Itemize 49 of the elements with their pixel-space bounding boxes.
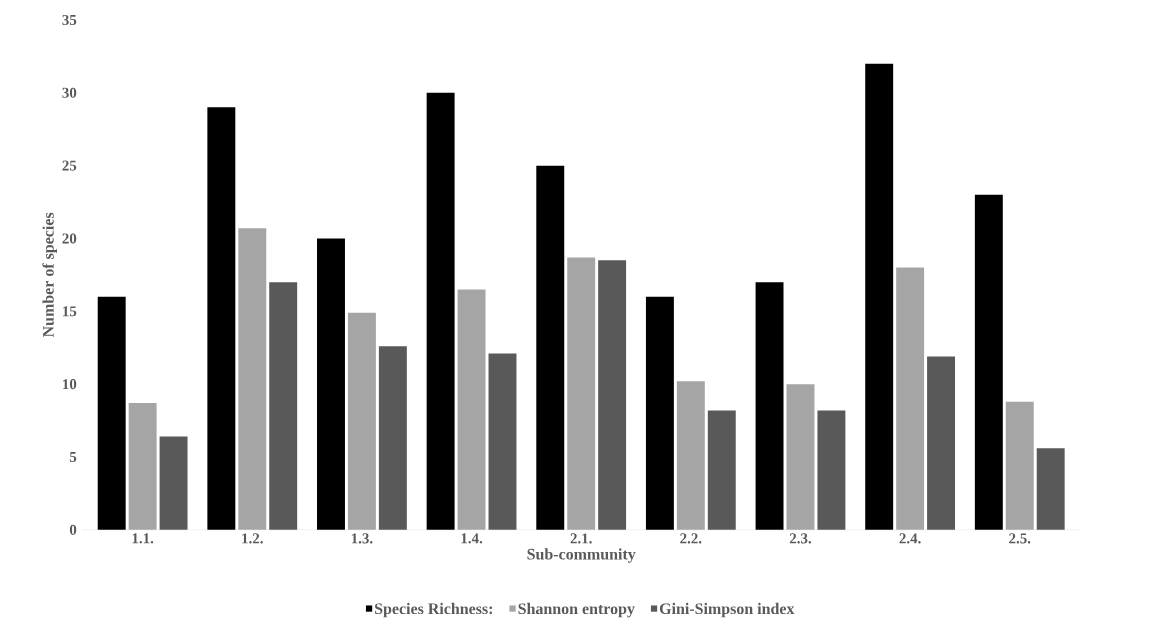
y-tick-label: 0 [69,524,77,536]
bar [457,289,486,531]
bar [1036,448,1065,531]
bar [347,312,376,531]
bar [1005,401,1034,531]
y-tick-label: 30 [62,87,77,99]
bar [676,381,705,531]
x-axis-title: Sub-community [527,548,636,564]
bar [269,282,298,531]
x-tick-label: 1.1. [132,533,154,544]
y-tick-label: 5 [69,452,77,463]
x-tick-label: 1.4. [461,533,483,544]
legend-label: Shannon entropy [518,603,635,618]
y-tick-label: 10 [63,379,77,390]
bar [128,403,157,531]
bar [865,63,894,531]
bar [159,436,188,531]
bar [567,257,596,531]
bar [896,267,925,531]
y-tick-label: 25 [62,160,77,171]
bar [488,353,517,531]
bar [378,346,407,531]
bar [707,410,736,531]
bar [426,92,455,531]
x-tick-label: 2.5. [1009,533,1031,544]
x-tick-label: 2.2. [680,533,702,544]
x-tick-label: 2.3. [789,533,812,544]
bar [927,356,956,531]
bar [817,410,846,531]
x-tick-label: 2.4. [899,533,921,544]
bar [97,296,126,531]
bar [786,384,815,531]
y-axis-title: Number of species [42,212,57,338]
legend-label: Species Richness: [375,603,493,618]
x-tick-label: 2.1. [570,533,592,544]
bar [598,260,627,531]
legend-label: Gini-Simpson index [659,603,795,618]
bar [974,194,1003,531]
x-tick-label: 1.2. [242,533,263,544]
bar [755,282,784,531]
bar [238,228,267,531]
bar [317,238,345,531]
bar [536,165,565,531]
y-tick-label: 35 [62,15,77,26]
bar [645,296,674,531]
x-tick-label: 1.3. [351,533,373,544]
y-tick-label: 15 [63,306,77,317]
y-tick-label: 20 [62,233,77,244]
bar [207,107,236,531]
